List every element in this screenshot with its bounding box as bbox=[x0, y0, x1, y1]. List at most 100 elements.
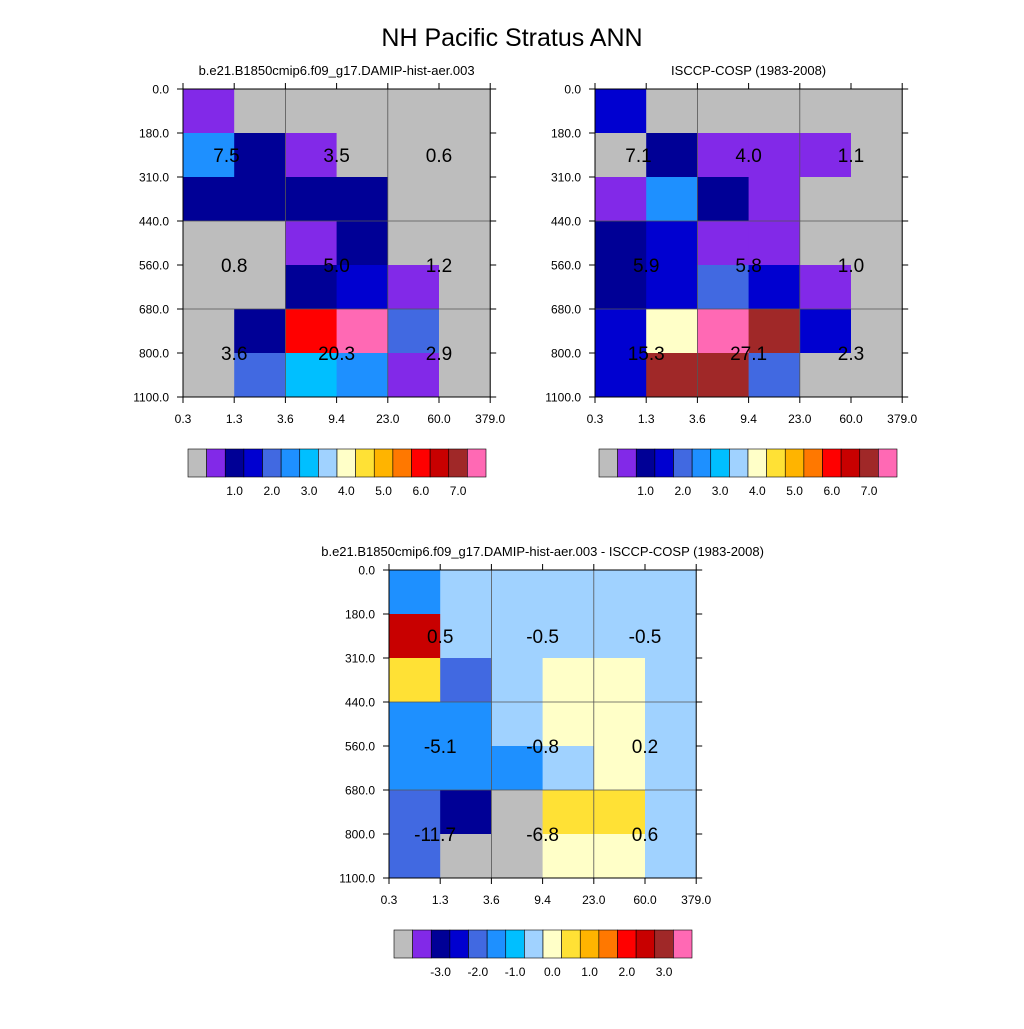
x-tick-label: 23.0 bbox=[376, 412, 400, 426]
heatmap-cell bbox=[234, 89, 286, 134]
colorbar-label: 7.0 bbox=[450, 484, 467, 498]
heatmap-cell bbox=[491, 658, 543, 703]
heatmap-cell bbox=[799, 353, 852, 398]
heatmap-cell bbox=[183, 133, 235, 178]
heatmap-cell bbox=[595, 265, 647, 310]
colorbar-swatch bbox=[429, 448, 450, 478]
heatmap-cell bbox=[851, 89, 903, 134]
cell-value-label: 2.9 bbox=[426, 344, 452, 365]
heatmap-cell bbox=[646, 221, 698, 266]
heatmap-cell bbox=[542, 746, 595, 791]
cell-value-label: 0.5 bbox=[427, 627, 453, 648]
heatmap-cell bbox=[285, 353, 337, 398]
y-tick-label: 0.0 bbox=[564, 83, 581, 97]
heatmap-cell bbox=[439, 309, 491, 354]
heatmap-cell bbox=[234, 133, 286, 178]
heatmap-cell bbox=[646, 177, 698, 222]
cell-value-label: 15.3 bbox=[628, 344, 665, 365]
heatmap-cell bbox=[336, 177, 389, 222]
colorbar-swatch bbox=[355, 448, 375, 478]
panel-2: ISCCP-COSP (1983-2008) 0.0 180.0 310.0 440.0… bbox=[545, 63, 917, 498]
heatmap-cell bbox=[439, 133, 491, 178]
heatmap-cell bbox=[697, 353, 749, 398]
heatmap-cell bbox=[542, 658, 595, 703]
cell-value-label: 7.1 bbox=[625, 146, 651, 167]
colorbar-label: 4.0 bbox=[749, 484, 766, 498]
cell-value-label: 20.3 bbox=[318, 344, 355, 365]
heatmap-cell bbox=[387, 221, 440, 266]
y-tick-label: 560.0 bbox=[139, 259, 169, 273]
y-tick-label: 440.0 bbox=[345, 696, 375, 710]
cell-value-label: -5.1 bbox=[424, 737, 457, 758]
colorbar-label: -1.0 bbox=[505, 965, 526, 979]
panel-title: ISCCP-COSP (1983-2008) bbox=[671, 63, 826, 78]
cell-value-label: 1.1 bbox=[838, 146, 864, 167]
heatmap-cell bbox=[389, 702, 441, 747]
heatmap-cell bbox=[542, 702, 595, 747]
cell-value-label: -0.8 bbox=[526, 737, 559, 758]
heatmap-cell bbox=[748, 133, 801, 178]
heatmap-cell bbox=[387, 353, 440, 398]
cell-value-label: 27.1 bbox=[730, 344, 767, 365]
heatmap-cell bbox=[851, 133, 903, 178]
heatmap-cell bbox=[646, 353, 698, 398]
heatmap-cell bbox=[697, 265, 749, 310]
heatmap-cell bbox=[645, 614, 697, 659]
colorbar-swatch bbox=[468, 929, 488, 959]
heatmap-cell bbox=[595, 221, 647, 266]
colorbar-label: 5.0 bbox=[786, 484, 803, 498]
x-tick-label: 9.4 bbox=[534, 893, 551, 907]
heatmap-cell bbox=[491, 702, 543, 747]
heatmap-cell bbox=[748, 353, 801, 398]
colorbar-swatch bbox=[784, 448, 805, 478]
colorbar-swatch bbox=[635, 448, 656, 478]
heatmap-cell bbox=[285, 177, 337, 222]
colorbar-label: 1.0 bbox=[637, 484, 654, 498]
heatmap-cell bbox=[593, 790, 646, 835]
heatmap-cell bbox=[234, 353, 286, 398]
heatmap-cell bbox=[595, 177, 647, 222]
colorbar-swatch bbox=[336, 448, 356, 478]
heatmap-cell bbox=[439, 89, 491, 134]
colorbar-swatch bbox=[392, 448, 412, 478]
heatmap-cell bbox=[336, 221, 389, 266]
heatmap-cell bbox=[645, 746, 697, 791]
heatmap-cell bbox=[851, 353, 903, 398]
colorbar-swatch bbox=[448, 448, 468, 478]
x-tick-label: 60.0 bbox=[839, 412, 863, 426]
colorbar-swatch bbox=[598, 929, 618, 959]
cell-value-label: 3.6 bbox=[221, 344, 247, 365]
heatmap-cell bbox=[593, 746, 646, 791]
y-tick-label: 680.0 bbox=[551, 303, 581, 317]
heatmap-cell bbox=[285, 133, 337, 178]
cell-value-label: 1.0 bbox=[838, 256, 864, 277]
heatmap-cell bbox=[387, 89, 440, 134]
heatmap-cell bbox=[440, 702, 492, 747]
colorbar-swatch bbox=[206, 448, 226, 478]
heatmap-cell bbox=[799, 221, 852, 266]
y-tick-label: 180.0 bbox=[139, 127, 169, 141]
panel-1: b.e21.B1850cmip6.f09_g17.DAMIP-hist-aer.… bbox=[133, 63, 505, 498]
heatmap-cell bbox=[799, 309, 852, 354]
panels: b.e21.B1850cmip6.f09_g17.DAMIP-hist-aer.… bbox=[133, 63, 917, 979]
heatmap-cell bbox=[542, 570, 595, 615]
colorbar-swatch bbox=[878, 448, 898, 478]
x-tick-label: 1.3 bbox=[638, 412, 655, 426]
cell-value-label: 1.2 bbox=[426, 256, 452, 277]
y-tick-label: 800.0 bbox=[139, 347, 169, 361]
colorbar-swatch bbox=[318, 448, 338, 478]
heatmap-cell bbox=[851, 177, 903, 222]
cell-value-label: 0.8 bbox=[221, 256, 247, 277]
colorbar-swatch bbox=[729, 448, 749, 478]
heatmap-cell bbox=[234, 221, 286, 266]
heatmap-cell bbox=[336, 309, 389, 354]
x-tick-label: 1.3 bbox=[226, 412, 243, 426]
heatmap-cell bbox=[234, 265, 286, 310]
heatmap-cell bbox=[697, 309, 749, 354]
heatmap-cell bbox=[593, 570, 646, 615]
heatmap-cell bbox=[595, 89, 647, 134]
heatmap-cell bbox=[491, 834, 543, 879]
heatmap-cell bbox=[491, 790, 543, 835]
colorbar-swatch bbox=[187, 448, 207, 478]
heatmap-cell bbox=[645, 702, 697, 747]
